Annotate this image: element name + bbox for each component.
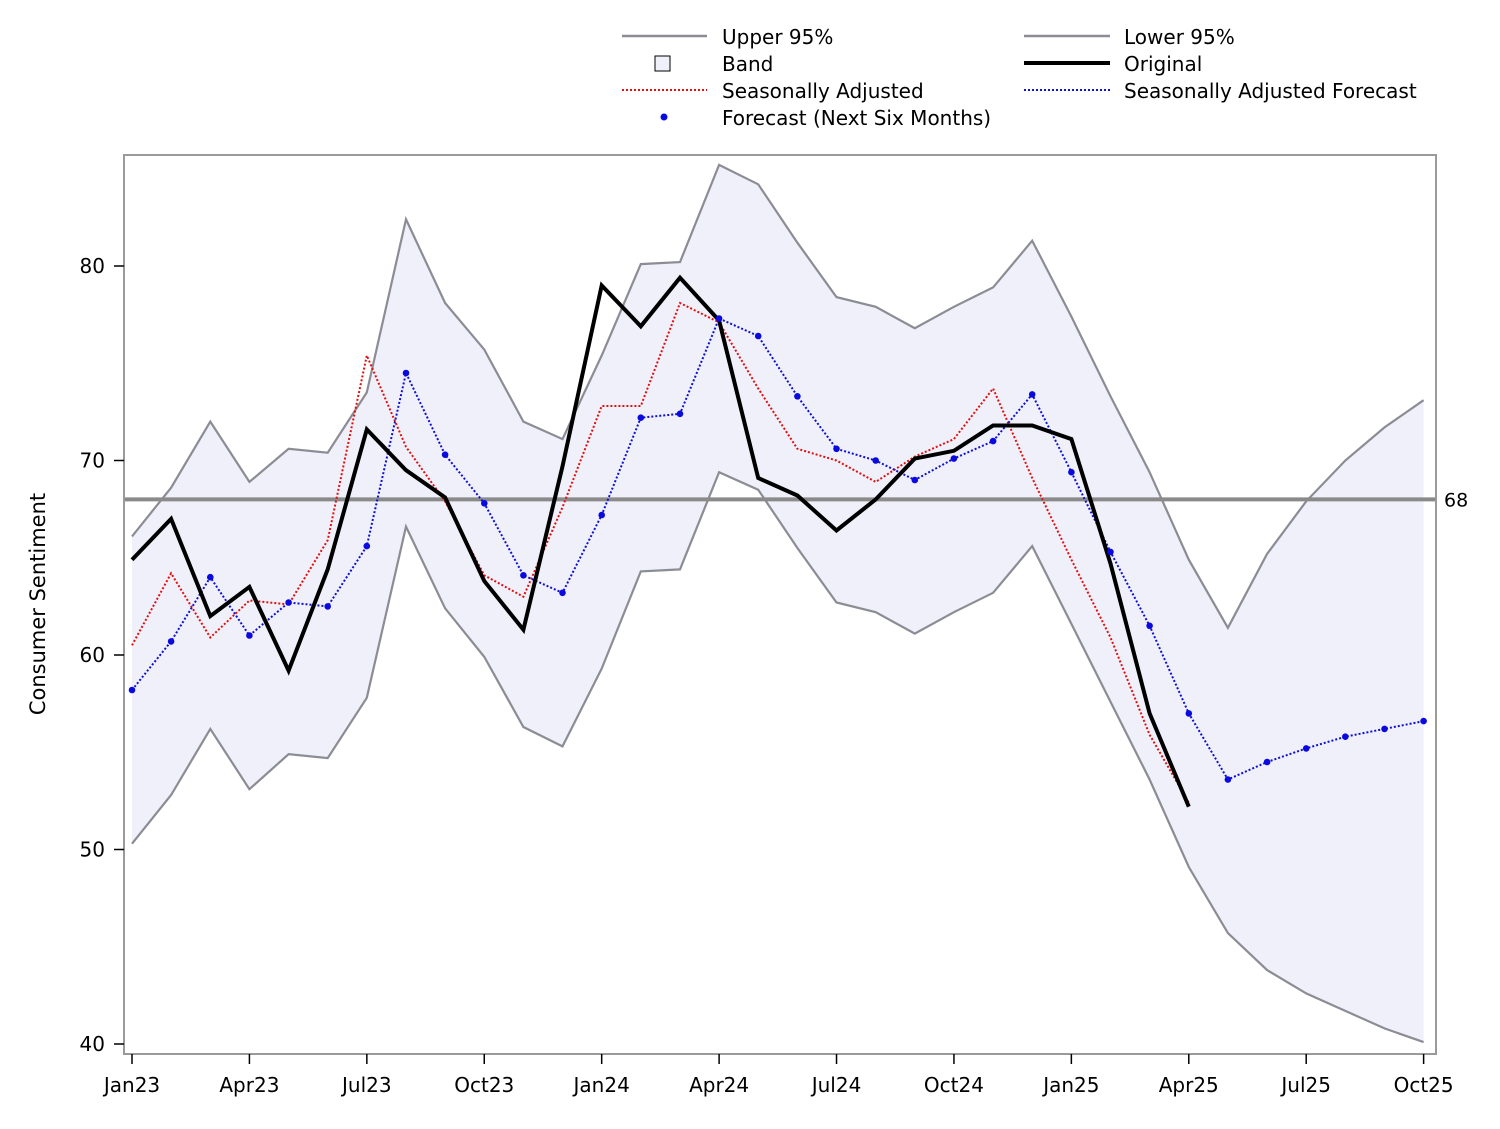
forecast-point [285, 599, 292, 606]
legend-swatch-band [654, 55, 671, 72]
forecast-point [1302, 745, 1310, 752]
forecast-point [950, 455, 958, 462]
forecast-point [1068, 468, 1075, 476]
x-tick-label: Oct25 [1394, 1073, 1454, 1097]
series-upper-95 [131, 163, 1425, 631]
series-lower-95 [131, 470, 1424, 1044]
x-tick-label: Apr24 [689, 1073, 749, 1097]
forecast-point [754, 332, 762, 340]
plot-frame [123, 154, 1437, 1055]
forecast-point [363, 542, 371, 550]
forecast-point [246, 632, 253, 639]
y-axis-label: Consumer Sentiment [26, 493, 50, 715]
forecast-point [559, 589, 566, 597]
forecast-point [167, 638, 175, 645]
forecast-point [1420, 717, 1427, 725]
axes-layer: 68 40 50 60 70 80 Jan23 Apr23 Jul23 Oct23 Jan24 Apr… [80, 254, 1469, 1097]
y-tick-label: 50 [80, 838, 105, 862]
confidence-band [132, 164, 1424, 1043]
forecast-point [207, 573, 214, 581]
legend-label-sa: Seasonally Adjusted [722, 79, 924, 103]
legend-label-lower: Lower 95% [1124, 25, 1235, 49]
x-tick-label: Jan25 [1041, 1073, 1099, 1097]
legend-swatch-forecast [660, 113, 668, 121]
x-tick-label: Oct24 [924, 1073, 984, 1097]
forecast-point [1224, 776, 1232, 783]
y-tick-label: 60 [80, 643, 105, 667]
legend-label-upper: Upper 95% [722, 25, 833, 49]
forecast-point [1342, 733, 1349, 740]
forecast-point [833, 445, 840, 453]
series-seasonally-adjusted [131, 301, 1190, 804]
forecast-point [872, 457, 879, 464]
x-tick-label: Jan23 [102, 1073, 160, 1097]
forecast-point [794, 393, 801, 400]
forecast-point [1263, 758, 1271, 766]
forecast-point [637, 414, 645, 422]
x-tick-label: Jul24 [810, 1073, 862, 1097]
y-tick-label: 70 [80, 449, 105, 473]
forecast-point [481, 500, 488, 507]
forecast-point [441, 451, 449, 459]
forecast-point [1381, 725, 1388, 733]
x-tick-label: Apr25 [1159, 1073, 1219, 1097]
x-tick-label: Jul25 [1279, 1073, 1331, 1097]
reference-line-label: 68 [1444, 489, 1468, 511]
forecast-point [715, 315, 723, 322]
forecast-point [128, 686, 136, 694]
x-tick-label: Apr23 [219, 1073, 279, 1097]
legend-label-saf: Seasonally Adjusted Forecast [1124, 79, 1417, 103]
forecast-point [324, 603, 332, 610]
forecast-point [1185, 710, 1193, 717]
forecast-point [989, 437, 997, 445]
x-tick-label: Jul23 [340, 1073, 392, 1097]
legend-label-forecast: Forecast (Next Six Months) [722, 106, 991, 130]
x-tick-label: Oct23 [454, 1073, 514, 1097]
series-original [130, 274, 1191, 808]
forecast-point [598, 511, 605, 519]
plot-layer [124, 163, 1436, 1044]
legend: Upper 95% Lower 95% Band Original Season… [622, 25, 1417, 130]
y-tick-label: 40 [80, 1032, 105, 1056]
forecast-point [1028, 391, 1036, 398]
forecast-point [1146, 622, 1153, 630]
forecast-point [911, 476, 919, 484]
legend-label-original: Original [1124, 52, 1202, 76]
forecast-point [520, 572, 527, 579]
x-tick-label: Jan24 [572, 1073, 630, 1097]
legend-label-band: Band [722, 52, 773, 76]
y-tick-label: 80 [80, 254, 105, 278]
forecast-point [676, 410, 684, 418]
forecast-point [402, 369, 410, 377]
forecast-point [1107, 548, 1114, 556]
